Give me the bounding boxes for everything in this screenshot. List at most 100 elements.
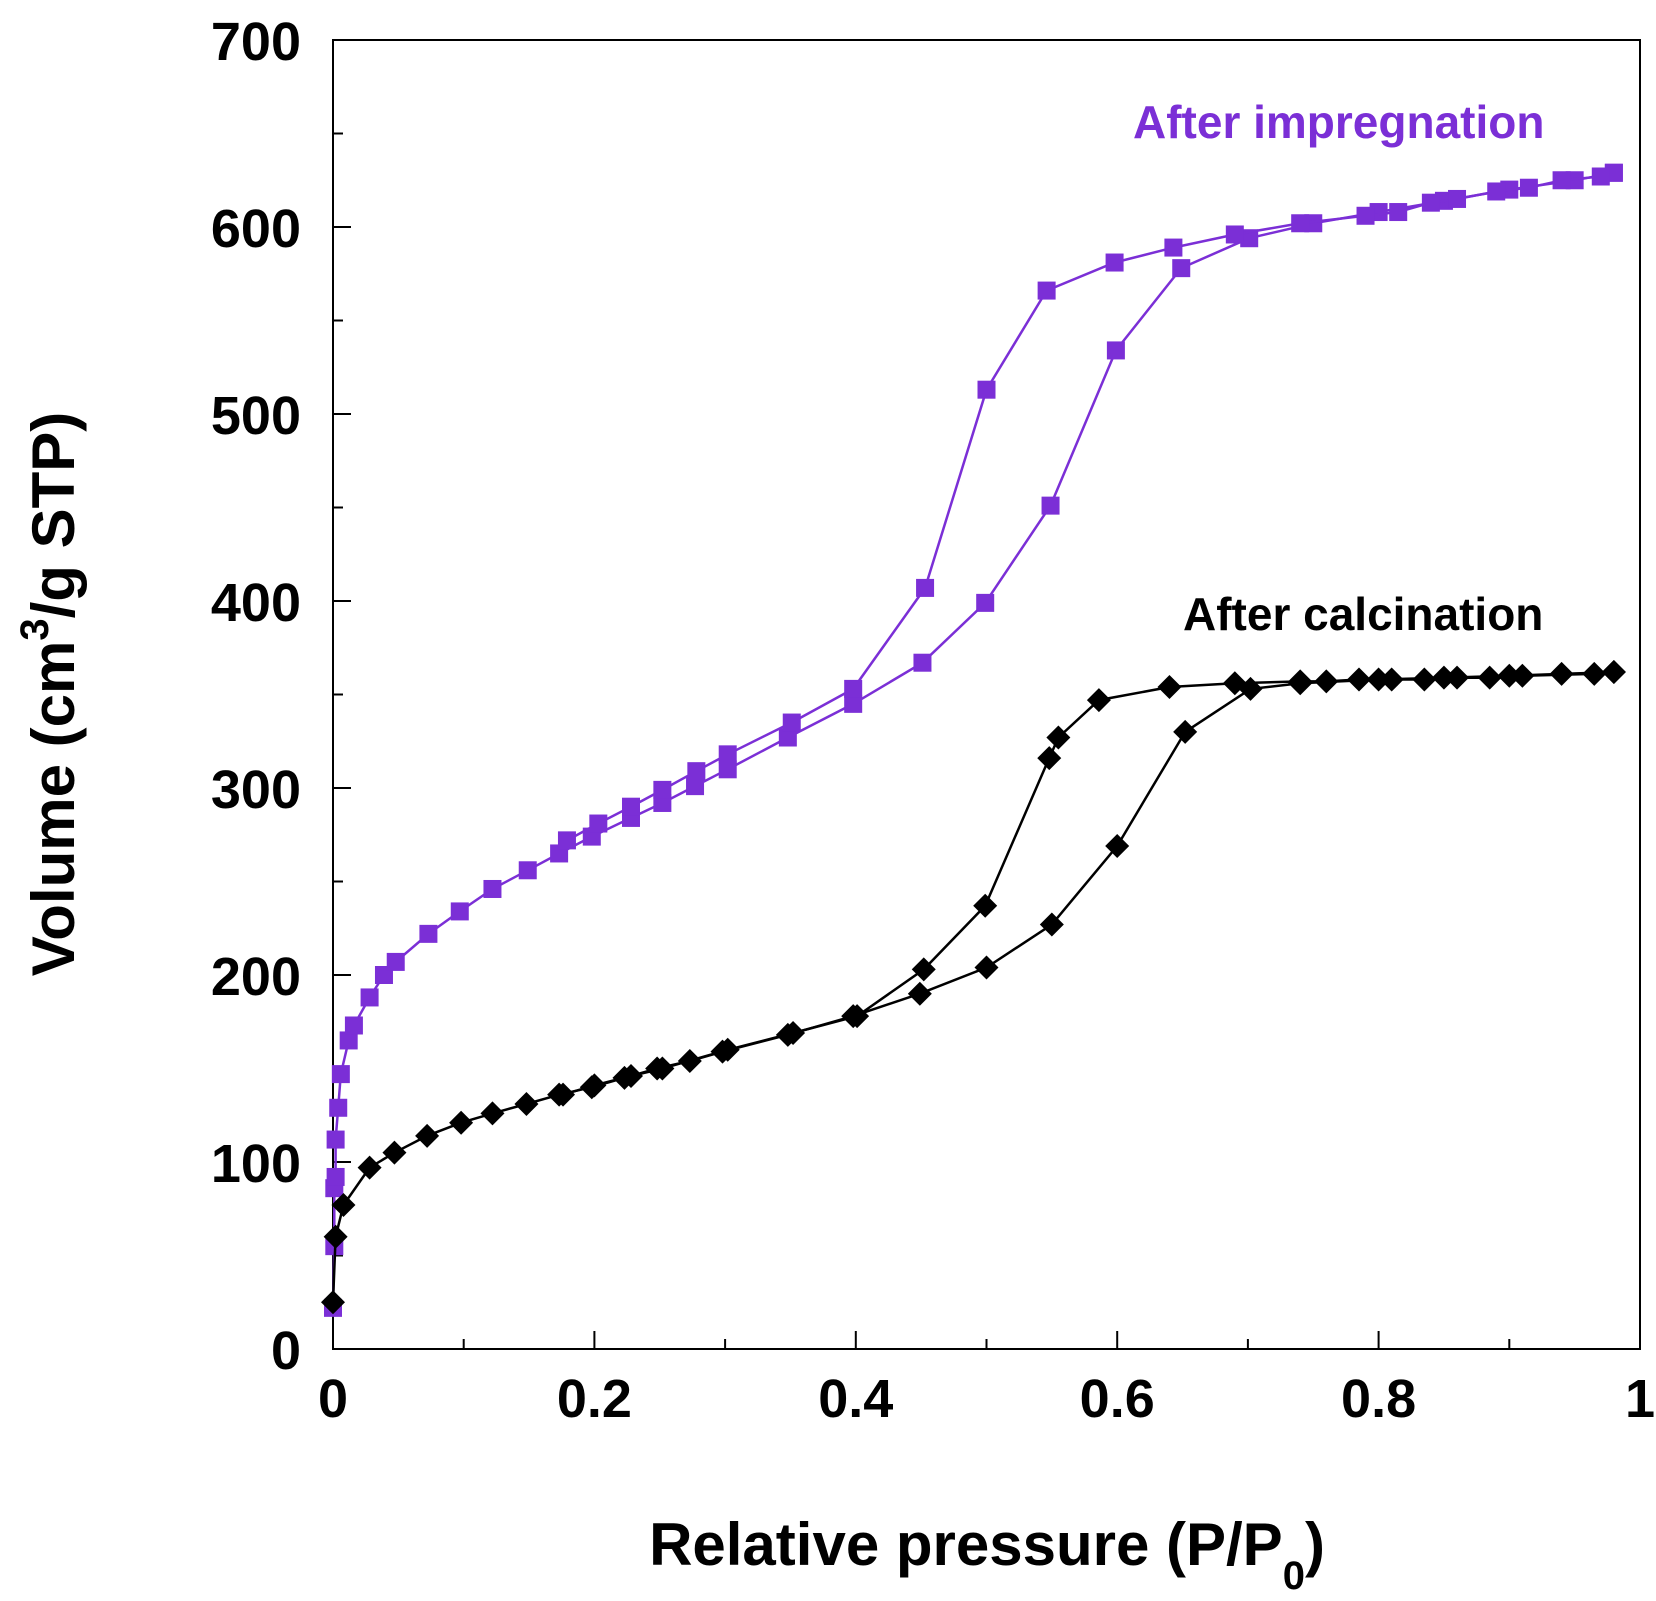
desorption-point: [1601, 660, 1626, 685]
desorption-point: [650, 1056, 675, 1081]
desorption-point: [1389, 203, 1408, 222]
desorption-point: [1356, 206, 1375, 225]
adsorption-point: [1173, 719, 1198, 744]
series-label-calcination: After calcination: [1183, 588, 1543, 640]
x-axis-ticks: 0 0.2 0.4 0.6 0.8 1: [318, 1331, 1655, 1429]
desorption-point: [582, 1073, 607, 1098]
adsorption-point: [1106, 341, 1125, 360]
desorption-point: [781, 1020, 806, 1045]
series-label-impregnation: After impregnation: [1133, 96, 1544, 148]
adsorption-point: [1039, 912, 1064, 937]
desorption-point: [1164, 238, 1183, 257]
adsorption-point: [686, 777, 705, 796]
desorption-point: [845, 1004, 870, 1029]
adsorption-point: [913, 653, 932, 672]
plot-frame: [332, 39, 1641, 1350]
desorption-point: [1487, 182, 1506, 201]
desorption-point: [911, 957, 936, 982]
adsorption-point: [419, 924, 438, 943]
adsorption-point: [480, 1101, 505, 1126]
adsorption-point: [357, 1155, 382, 1180]
desorption-point: [1037, 746, 1062, 771]
y-tick-label: 400: [211, 573, 301, 633]
adsorption-point: [339, 1031, 358, 1050]
desorption-point: [977, 380, 996, 399]
desorption-point: [715, 1037, 740, 1062]
series-layer: [321, 163, 1626, 1317]
desorption-point: [621, 797, 640, 816]
adsorption-point: [1172, 259, 1191, 278]
adsorption-point: [382, 1140, 407, 1165]
desorption-point: [1314, 669, 1339, 694]
y-axis-title: Volume (cm3/g STP): [13, 412, 87, 977]
adsorption-line: [331, 171, 1615, 1308]
series-1: [321, 660, 1626, 1315]
desorption-point: [557, 831, 576, 850]
adsorption-point: [329, 1098, 348, 1117]
desorption-point: [1582, 661, 1607, 686]
desorption-point: [551, 1082, 576, 1107]
desorption-point: [1477, 665, 1502, 690]
series-0: [324, 163, 1623, 1317]
x-tick-label: 0.6: [1080, 1369, 1155, 1429]
desorption-point: [973, 893, 998, 918]
adsorption-point: [449, 1110, 474, 1135]
adsorption-point: [326, 1167, 345, 1186]
y-tick-label: 100: [211, 1134, 301, 1194]
desorption-point: [718, 745, 737, 764]
y-axis-ticks: 0 100 200 300 400 500 600 700: [211, 12, 351, 1381]
desorption-line: [566, 171, 1615, 842]
desorption-point: [1291, 214, 1310, 233]
adsorption-point: [360, 988, 379, 1007]
adsorption-point: [514, 1092, 539, 1117]
y-tick-label: 500: [211, 386, 301, 446]
desorption-point: [618, 1063, 643, 1088]
desorption-point: [1379, 667, 1404, 692]
desorption-point: [1105, 253, 1124, 272]
adsorption-point: [718, 760, 737, 779]
x-tick-label: 0.8: [1341, 1369, 1416, 1429]
desorption-point: [1288, 669, 1313, 694]
x-tick-label: 0.4: [818, 1369, 893, 1429]
adsorption-point: [907, 981, 932, 1006]
adsorption-point: [844, 694, 863, 713]
desorption-point: [1552, 171, 1571, 190]
desorption-line: [562, 670, 1615, 1096]
desorption-point: [1225, 225, 1244, 244]
adsorption-line: [331, 670, 1614, 1303]
desorption-point: [653, 780, 672, 799]
adsorption-point: [331, 1065, 350, 1084]
y-tick-label: 600: [211, 199, 301, 259]
desorption-point: [1519, 178, 1538, 197]
desorption-point: [1037, 281, 1056, 300]
desorption-point: [782, 713, 801, 732]
x-tick-label: 0.2: [557, 1369, 632, 1429]
desorption-point: [1448, 189, 1467, 208]
adsorption-point: [778, 728, 797, 747]
adsorption-point: [976, 593, 995, 612]
adsorption-point: [1041, 496, 1060, 515]
desorption-point: [1046, 725, 1071, 750]
desorption-point: [1421, 193, 1440, 212]
adsorption-point: [974, 955, 999, 980]
desorption-point: [1086, 688, 1111, 713]
adsorption-point: [331, 1193, 356, 1218]
x-tick-label: 0: [318, 1369, 348, 1429]
y-tick-label: 700: [211, 12, 301, 72]
y-tick-label: 300: [211, 760, 301, 820]
desorption-point: [687, 762, 706, 781]
adsorption-point: [415, 1123, 440, 1148]
y-tick-label: 0: [271, 1321, 301, 1381]
desorption-point: [1510, 663, 1535, 688]
x-axis-title: Relative pressure (P/P0): [649, 1511, 1325, 1598]
desorption-point: [1591, 167, 1610, 186]
adsorption-point: [344, 1016, 363, 1035]
desorption-point: [1445, 665, 1470, 690]
adsorption-point: [450, 902, 469, 921]
desorption-point: [1157, 675, 1182, 700]
adsorption-point: [321, 1290, 345, 1315]
adsorption-point: [483, 879, 502, 898]
y-tick-label: 200: [211, 947, 301, 1007]
desorption-point: [589, 814, 608, 833]
